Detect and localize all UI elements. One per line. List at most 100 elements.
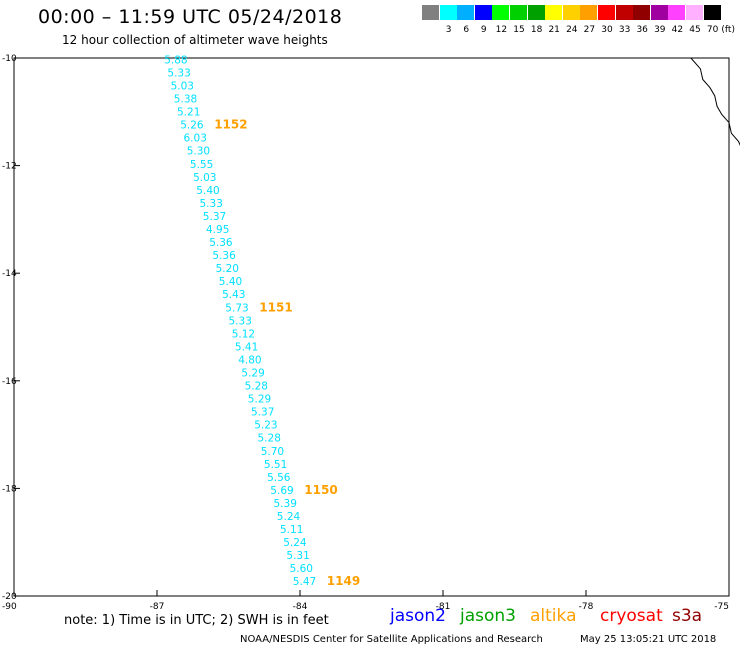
wave-height-label: 5.24 (277, 511, 301, 523)
wave-height-label: 5.12 (232, 328, 255, 340)
legend-label: 21 (548, 25, 560, 35)
satellite-jason3: jason3 (460, 606, 516, 626)
legend-swatch (422, 5, 439, 20)
wave-height-label: 5.26 (180, 120, 204, 132)
lon-tick-label: -75 (714, 602, 729, 612)
legend-swatch (686, 5, 703, 20)
legend-swatch (633, 5, 651, 20)
legend-label: 27 (583, 25, 596, 35)
wave-height-label: 5.03 (193, 172, 216, 184)
wave-height-label: 5.73 (225, 302, 248, 314)
lon-tick-label: -81 (436, 602, 451, 612)
map-subtitle: 12 hour collection of altimeter wave hei… (62, 33, 328, 47)
wave-height-label: 5.30 (187, 146, 210, 158)
legend-swatch (703, 5, 721, 20)
wave-height-label: 5.70 (261, 446, 284, 458)
satellite-s3a: s3a (672, 606, 703, 626)
wave-height-label: 5.56 (267, 472, 291, 484)
lon-tick-label: -87 (150, 602, 165, 612)
legend-label: 42 (671, 25, 684, 35)
wave-height-label: 5.51 (264, 459, 287, 471)
legend-label: 70 (706, 25, 719, 35)
time-label: 1151 (259, 300, 292, 314)
wave-height-label: 5.39 (274, 498, 297, 510)
legend-label: 39 (654, 25, 666, 35)
wave-height-label: 5.43 (222, 289, 245, 301)
wave-height-label: 6.03 (184, 133, 207, 145)
legend-label: 15 (513, 25, 525, 35)
generation-timestamp: May 25 13:05:21 UTC 2018 (580, 634, 717, 645)
wave-height-label: 5.36 (209, 237, 233, 249)
legend-swatch (545, 5, 563, 20)
satellite-jason2: jason2 (390, 606, 446, 626)
footer-note: note: 1) Time is in UTC; 2) SWH is in fe… (64, 613, 329, 628)
wave-height-label: 5.60 (290, 563, 313, 575)
wave-height-label: 5.11 (280, 524, 303, 536)
legend-swatch (439, 5, 457, 20)
wave-height-label: 5.88 (164, 54, 187, 66)
legend-swatch (510, 5, 527, 20)
time-label: 1149 (327, 574, 360, 588)
wave-height-label: 4.80 (238, 354, 261, 366)
legend-swatch (562, 5, 580, 20)
legend-swatch (598, 5, 615, 20)
satellite-cryosat: cryosat (600, 606, 663, 626)
lat-tick-label: -16 (2, 377, 17, 387)
legend-label: 33 (618, 25, 631, 35)
wave-height-label: 5.69 (270, 485, 293, 497)
lon-tick-label: -90 (2, 602, 17, 612)
axis-ticks: -90 -87 -84 -81 -78 -75 -10 -12 -14 -16 -18 -20 (2, 54, 730, 612)
wave-height-label: 5.33 (229, 315, 252, 327)
wave-height-label: 5.31 (286, 550, 309, 562)
lat-tick-label: -20 (2, 592, 17, 602)
wave-height-label: 5.37 (203, 211, 226, 223)
map-title: 00:00 – 11:59 UTC 05/24/2018 (38, 6, 343, 28)
wave-height-label: 5.37 (251, 407, 274, 419)
coastline (690, 57, 740, 146)
legend-label: 36 (636, 25, 648, 35)
time-label: 1152 (214, 118, 247, 132)
wave-height-label: 5.29 (241, 368, 264, 380)
wave-height-label: 5.38 (174, 94, 197, 106)
satellite-altika: altika (530, 606, 577, 626)
legend-label: 12 (495, 25, 508, 35)
wave-height-label: 5.28 (245, 381, 268, 393)
wave-height-label: 5.29 (248, 394, 271, 406)
legend-label: 30 (601, 25, 613, 35)
legend-swatch (474, 5, 492, 20)
wave-height-label: 4.95 (206, 224, 229, 236)
legend-swatch (668, 5, 686, 20)
legend-swatch (457, 5, 475, 20)
legend-label: 6 (463, 25, 470, 35)
legend-label: 18 (530, 25, 543, 35)
lat-tick-label: -12 (2, 162, 17, 172)
legend-swatch (650, 5, 668, 20)
lon-tick-label: -84 (293, 602, 308, 612)
legend-label: 45 (689, 25, 701, 35)
legend-swatch (615, 5, 633, 20)
wave-height-label: 5.23 (254, 420, 277, 432)
wave-height-label: 5.41 (235, 341, 258, 353)
legend-label: 24 (566, 25, 578, 35)
wave-height-label: 5.40 (196, 185, 219, 197)
wave-height-label: 5.33 (167, 67, 190, 79)
altimeter-track: 5.885.335.035.385.215.266.035.305.555.03… (164, 54, 360, 588)
time-label: 1150 (304, 483, 337, 497)
lat-tick-label: -14 (2, 269, 17, 279)
credit-line: NOAA/NESDIS Center for Satellite Applica… (240, 634, 543, 645)
wave-height-label: 5.36 (212, 250, 236, 262)
legend-swatch (580, 5, 598, 20)
lat-tick-label: -18 (2, 484, 17, 494)
map-frame (13, 57, 730, 597)
wave-height-label: 5.55 (190, 159, 213, 171)
lat-tick-label: -10 (2, 54, 17, 64)
wave-height-label: 5.20 (216, 263, 239, 275)
wave-height-label: 5.40 (219, 276, 242, 288)
legend-swatch (492, 5, 510, 20)
legend-swatch (527, 5, 545, 20)
legend-unit: (ft) (721, 25, 735, 35)
legend-label: 9 (480, 25, 487, 35)
wave-height-label: 5.47 (293, 576, 316, 588)
legend-label: 3 (445, 25, 452, 35)
